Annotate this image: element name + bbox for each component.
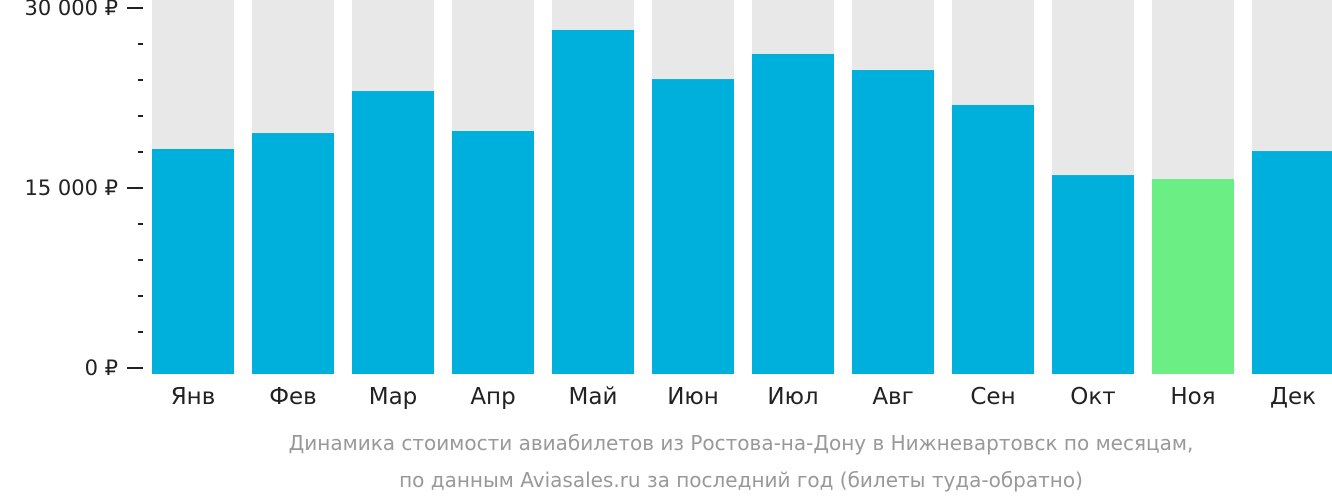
x-tick-label: Авг	[872, 384, 913, 410]
x-tick-label: Мар	[369, 384, 418, 410]
x-tick-label: Июл	[767, 384, 818, 410]
y-tick-label: 30 000 ₽	[24, 0, 118, 20]
bar-Янв[interactable]	[152, 149, 234, 374]
x-tick-label: Апр	[470, 384, 515, 410]
x-tick-label: Сен	[970, 384, 1015, 410]
bar-Июл[interactable]	[752, 53, 834, 375]
x-tick-label: Май	[569, 384, 618, 410]
bar-Апр[interactable]	[452, 131, 534, 374]
bar-Ноя[interactable]	[1152, 179, 1234, 374]
x-tick-label: Июн	[667, 384, 719, 410]
bar-Май[interactable]	[552, 29, 634, 375]
x-tick-label: Янв	[171, 384, 216, 410]
bar-Сен[interactable]	[952, 104, 1034, 375]
bar-Авг[interactable]	[852, 70, 934, 374]
caption-line-1: Динамика стоимости авиабилетов из Ростов…	[289, 431, 1194, 455]
bar-Мар[interactable]	[352, 91, 434, 374]
y-tick-label: 0 ₽	[85, 356, 118, 380]
bar-Окт[interactable]	[1052, 175, 1134, 374]
x-tick-label: Окт	[1070, 384, 1115, 410]
x-tick-label: Фев	[269, 384, 317, 410]
bar-Июн[interactable]	[652, 79, 734, 374]
x-tick-label: Дек	[1270, 384, 1316, 410]
caption-line-2: по данным Aviasales.ru за последний год …	[399, 468, 1083, 492]
bar-Фев[interactable]	[252, 133, 334, 374]
y-tick-label: 15 000 ₽	[24, 176, 118, 200]
x-tick-label: Ноя	[1170, 384, 1215, 410]
bar-Дек[interactable]	[1252, 151, 1332, 374]
